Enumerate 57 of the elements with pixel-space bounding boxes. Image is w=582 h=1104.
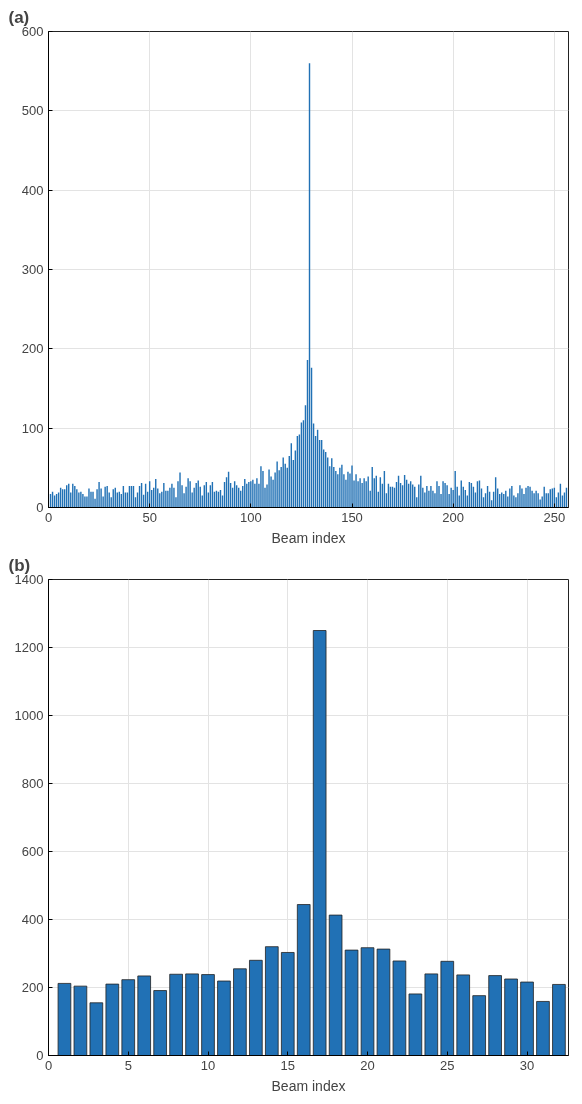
bar (536, 1001, 550, 1056)
bar (121, 979, 136, 1056)
y-tick-label: 1000 (14, 708, 44, 723)
x-tick-label: 20 (360, 1057, 375, 1073)
bar (137, 975, 151, 1056)
bar (169, 973, 183, 1056)
y-tick-label: 1400 (14, 572, 44, 587)
x-tick-label: 200 (442, 509, 465, 525)
bar (520, 981, 534, 1056)
x-tick-label: 25 (440, 1057, 455, 1073)
y-tick-label: 100 (21, 420, 44, 436)
bar (312, 630, 327, 1056)
bar (408, 993, 423, 1056)
y-tick-label: 200 (21, 980, 44, 995)
bar (424, 973, 439, 1056)
y-tick-label: 300 (21, 262, 44, 277)
y-tick-label: 400 (21, 912, 44, 927)
bar (201, 974, 215, 1056)
x-axis-title: Beam index (271, 529, 346, 546)
bar (472, 995, 486, 1056)
y-tick-label: 200 (21, 341, 44, 357)
y-tick-label: 600 (21, 24, 44, 39)
bar (392, 960, 407, 1056)
chart-title: (b) (8, 555, 31, 575)
bar (73, 985, 88, 1056)
x-tick-label: 100 (239, 509, 262, 525)
y-tick-label: 800 (21, 776, 44, 791)
bar (265, 946, 279, 1056)
x-tick-label: 250 (543, 509, 566, 525)
y-tick-label: 500 (21, 103, 44, 119)
chart-title: (a) (8, 7, 30, 27)
bar (328, 914, 343, 1056)
bar (504, 978, 518, 1056)
y-tick-label: 600 (21, 844, 44, 859)
bar (552, 984, 566, 1056)
x-axis-title: Beam index (271, 1077, 346, 1094)
y-tick-label: 400 (21, 182, 44, 198)
y-tick-label: 1200 (14, 640, 44, 655)
bar (456, 974, 470, 1056)
x-tick-label: 10 (200, 1057, 216, 1073)
bar (185, 973, 199, 1056)
bar (440, 960, 455, 1056)
bar (153, 990, 167, 1056)
x-tick-label: 50 (142, 509, 157, 525)
bar (280, 952, 295, 1056)
bar (217, 980, 231, 1056)
bar (296, 904, 311, 1056)
x-tick-label: 5 (124, 1057, 132, 1073)
x-tick-label: 15 (280, 1057, 295, 1073)
bar (105, 983, 120, 1056)
x-tick-label: 30 (519, 1057, 535, 1073)
bar (233, 968, 247, 1056)
bar (488, 975, 502, 1056)
bar (249, 959, 263, 1056)
bar (57, 983, 72, 1056)
bar (89, 1002, 104, 1056)
x-tick-label: 150 (341, 509, 363, 525)
